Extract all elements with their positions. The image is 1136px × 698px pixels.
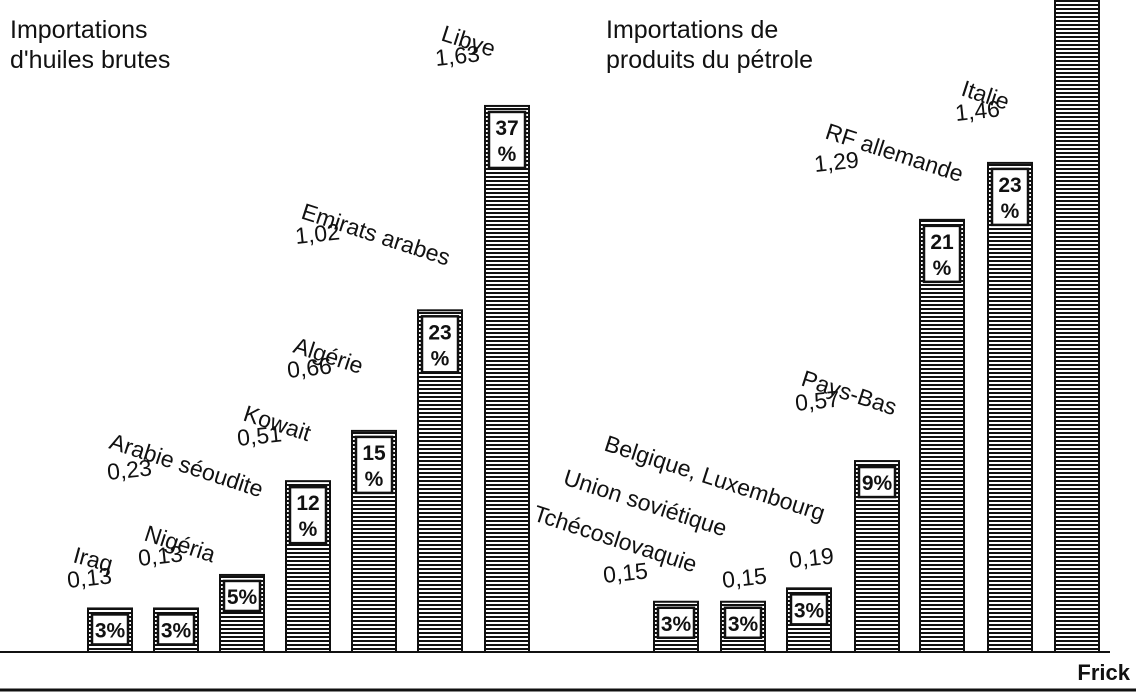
group-title-products: Importations de produits du pétrole xyxy=(606,16,813,74)
credit-label: Frick xyxy=(1077,660,1130,685)
percent-label: 5% xyxy=(227,586,258,609)
percent-label: 3% xyxy=(728,613,759,636)
percent-box xyxy=(222,579,262,613)
percent-box xyxy=(656,606,696,639)
value-label: 1,02 xyxy=(294,218,341,249)
percent-label: % xyxy=(431,347,450,370)
percent-label: 15 xyxy=(362,442,386,465)
percent-label: 12 xyxy=(296,492,319,515)
percent-label: 3% xyxy=(661,613,692,636)
percent-box xyxy=(420,315,460,374)
percent-label: % xyxy=(933,257,952,280)
percent-label: 9% xyxy=(862,472,893,495)
percent-box xyxy=(354,435,394,495)
percent-label: 21 xyxy=(930,231,954,254)
percent-box xyxy=(723,606,763,639)
value-label: 0,66 xyxy=(286,352,333,383)
percent-label: 37 xyxy=(495,117,518,140)
percent-label: 3% xyxy=(161,619,192,642)
percent-box xyxy=(990,167,1030,227)
value-label: 0,13 xyxy=(66,562,113,593)
percent-box xyxy=(789,593,829,626)
value-label: 0,23 xyxy=(106,454,153,485)
percent-label: % xyxy=(299,518,318,541)
value-label: 0,19 xyxy=(788,542,835,573)
bar xyxy=(484,104,530,653)
value-label: 0,13 xyxy=(137,540,184,571)
percent-box xyxy=(90,613,130,646)
percent-label: 3% xyxy=(95,619,126,642)
percent-label: % xyxy=(498,143,517,166)
percent-box xyxy=(288,485,328,545)
group-title-crude: Importations d'huiles brutes xyxy=(10,16,170,74)
value-label: 1,46 xyxy=(954,95,1001,126)
bar xyxy=(987,161,1033,653)
value-label: 0,15 xyxy=(602,557,649,588)
percent-box xyxy=(487,110,527,170)
value-label: 1,29 xyxy=(813,146,860,177)
percent-box xyxy=(156,613,196,646)
percent-label: 3% xyxy=(794,599,825,622)
percent-box xyxy=(857,465,897,499)
percent-label: 23 xyxy=(998,174,1021,197)
bar xyxy=(919,218,965,653)
bars-layer xyxy=(87,0,1100,654)
percent-box xyxy=(922,224,962,284)
value-label: 0,57 xyxy=(794,385,841,416)
value-label: 0,51 xyxy=(236,420,283,451)
percent-label: % xyxy=(365,468,384,491)
percent-label: 23 xyxy=(428,321,451,344)
bar xyxy=(1054,0,1100,653)
value-label: 0,15 xyxy=(721,562,768,593)
percent-label: % xyxy=(1001,200,1020,223)
value-label: 1,63 xyxy=(434,40,481,71)
